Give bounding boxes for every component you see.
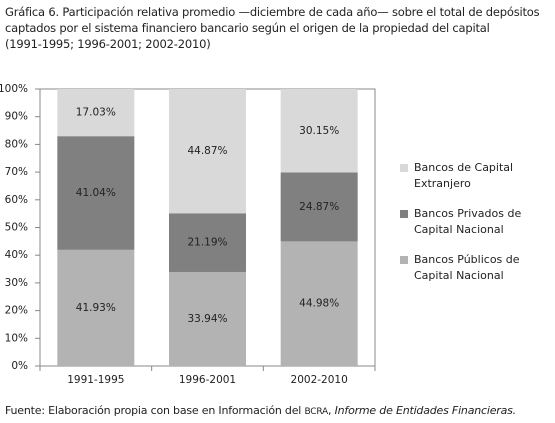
bar-segment [169, 213, 246, 272]
chart-title-block: Gráfica 6. Participación relativa promed… [5, 4, 550, 52]
legend-item: Bancos Privados de Capital Nacional [400, 206, 550, 238]
source-note: Fuente: Elaboración propia con base en I… [5, 404, 516, 417]
y-tick-label: 60% [5, 194, 28, 206]
bar-segment [169, 89, 246, 214]
y-tick-label: 20% [5, 305, 28, 317]
chart-subtitle: (1991-1995; 1996-2001; 2002-2010) [5, 37, 211, 51]
y-tick-label: 50% [5, 222, 28, 234]
data-label: 30.15% [299, 125, 339, 137]
bar-segment [280, 89, 358, 173]
x-tick-label: 2002-2010 [291, 374, 348, 386]
y-tick-label: 10% [5, 332, 28, 344]
source-publication: Informe de Entidades Financieras. [334, 404, 517, 417]
legend: Bancos de Capital Extranjero Bancos Priva… [400, 160, 550, 298]
bar-segment [57, 89, 135, 137]
data-label: 33.94% [187, 313, 227, 325]
data-label: 21.19% [187, 237, 227, 249]
bar-segment [57, 249, 135, 366]
x-tick-label: 1991-1995 [67, 374, 124, 386]
data-label: 44.98% [299, 298, 339, 310]
y-tick-label: 80% [5, 138, 28, 150]
bar-segment [57, 136, 135, 250]
legend-item: Bancos Públicos de Capital Nacional [400, 252, 550, 284]
data-label: 41.04% [76, 187, 116, 199]
data-label: 44.87% [187, 145, 227, 157]
legend-item: Bancos de Capital Extranjero [400, 160, 550, 192]
bar-segment [280, 172, 358, 242]
x-tick-label: 1996-2001 [179, 374, 236, 386]
legend-label: Bancos Privados de Capital Nacional [414, 207, 522, 236]
legend-swatch [400, 256, 408, 264]
y-tick-label: 90% [5, 111, 28, 123]
y-tick-label: 30% [5, 277, 28, 289]
y-tick-label: 100% [0, 83, 28, 95]
source-text: Fuente: Elaboración propia con base en I… [5, 404, 305, 417]
legend-swatch [400, 210, 408, 218]
source-acronym: BCRA [304, 407, 328, 417]
data-label: 41.93% [76, 302, 116, 314]
bar-segment [169, 271, 246, 366]
source-separator: , [327, 404, 335, 417]
legend-label: Bancos Públicos de Capital Nacional [414, 253, 520, 282]
y-tick-label: 70% [5, 166, 28, 178]
y-tick-label: 40% [5, 249, 28, 261]
data-label: 17.03% [76, 107, 116, 119]
legend-label: Bancos de Capital Extranjero [414, 161, 514, 190]
data-label: 24.87% [299, 201, 339, 213]
bar-segment [280, 241, 358, 366]
legend-swatch [400, 164, 408, 172]
chart-title: Gráfica 6. Participación relativa promed… [5, 5, 540, 35]
y-tick-label: 0% [11, 360, 28, 372]
